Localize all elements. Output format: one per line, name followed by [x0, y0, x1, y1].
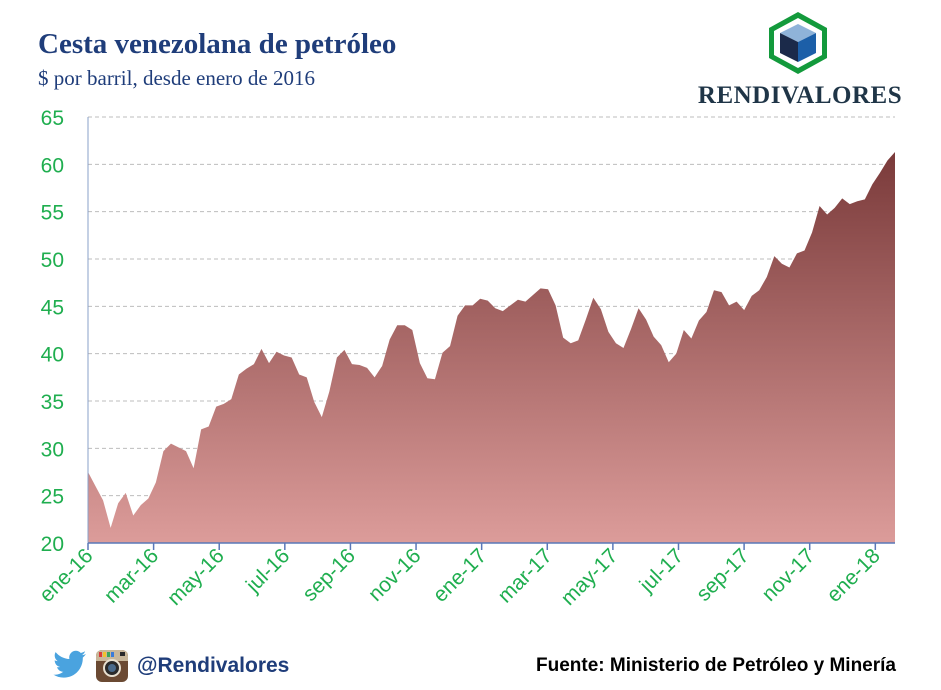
cube-logo-icon — [769, 12, 827, 74]
x-tick-label: nov-16 — [364, 544, 426, 606]
y-tick-label: 30 — [41, 438, 64, 461]
y-tick-label: 60 — [41, 154, 64, 177]
x-tick-label: nov-17 — [758, 544, 820, 606]
y-tick-label: 40 — [41, 344, 64, 367]
y-tick-label: 45 — [41, 296, 64, 319]
instagram-icon[interactable] — [95, 649, 129, 683]
y-tick-labels: 20 25 30 35 40 45 50 55 60 65 — [41, 107, 64, 556]
y-tick-label: 65 — [41, 107, 64, 130]
brand-name: RENDIVALORES — [697, 82, 903, 109]
area-fill — [88, 152, 895, 543]
x-tick-label: mar-17 — [493, 544, 556, 607]
y-tick-label: 20 — [41, 533, 64, 556]
y-tick-label: 25 — [41, 486, 64, 509]
area-series — [88, 152, 895, 543]
source-note: Fuente: Ministerio de Petróleo y Minería — [535, 655, 896, 676]
x-tick-label: sep-16 — [298, 544, 360, 606]
x-tick-label: may-17 — [557, 544, 623, 610]
y-tick-label: 50 — [41, 249, 64, 272]
x-tick-label: sep-17 — [692, 544, 754, 606]
chart-title: Cesta venezolana de petróleo — [38, 28, 397, 60]
x-tick-label: ene-17 — [429, 544, 492, 607]
x-tick-label: mar-16 — [100, 544, 163, 607]
social-handle[interactable]: @Rendivalores — [137, 654, 290, 677]
axes — [87, 117, 895, 544]
x-tick-label: may-16 — [163, 544, 229, 610]
x-tick-label: jul-16 — [241, 544, 294, 597]
twitter-icon[interactable] — [52, 650, 88, 680]
y-tick-label: 35 — [41, 391, 64, 414]
x-tick-label: ene-18 — [822, 544, 885, 607]
chart-subtitle: $ por barril, desde enero de 2016 — [38, 66, 315, 90]
x-tick-label: jul-17 — [635, 544, 688, 597]
y-tick-label: 55 — [41, 202, 64, 225]
x-tick-labels: ene-16 mar-16 may-16 jul-16 sep-16 nov-16 ene-… — [35, 543, 885, 610]
